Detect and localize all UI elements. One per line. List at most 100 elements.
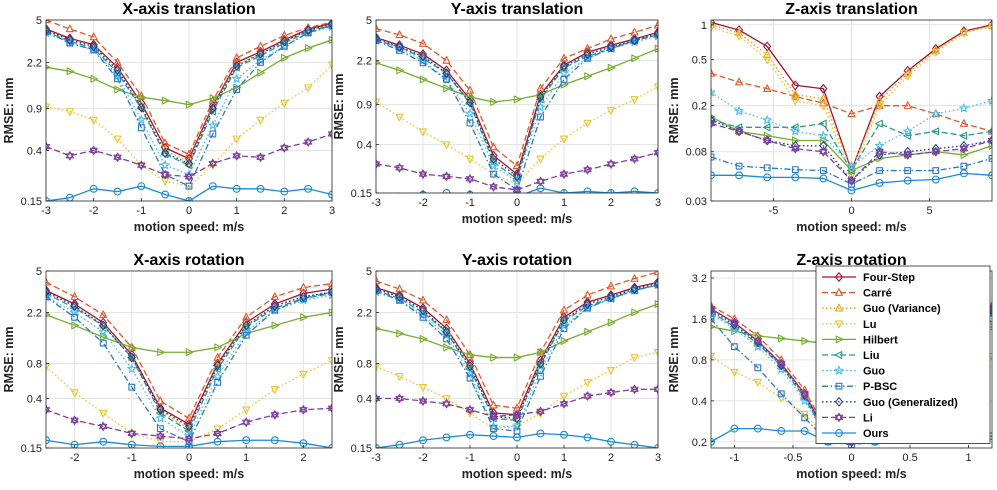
data-point bbox=[280, 187, 289, 196]
series-ours bbox=[711, 169, 992, 195]
data-point bbox=[653, 147, 658, 158]
data-point bbox=[442, 56, 451, 64]
y-tick-label: 0.15 bbox=[351, 188, 372, 200]
data-point bbox=[711, 308, 716, 318]
series-li bbox=[376, 147, 658, 193]
data-point bbox=[904, 167, 912, 174]
data-point bbox=[99, 310, 108, 319]
x-tick-label: 2 bbox=[281, 205, 287, 217]
data-point bbox=[607, 281, 615, 290]
y-tick-label: 1 bbox=[701, 20, 707, 32]
data-point bbox=[376, 282, 380, 293]
data-point bbox=[46, 64, 51, 70]
data-point bbox=[327, 403, 332, 413]
panel-title: X-axis rotation bbox=[133, 252, 244, 269]
data-point bbox=[630, 154, 639, 164]
data-point bbox=[630, 274, 639, 282]
legend-marker bbox=[835, 429, 843, 437]
data-point bbox=[711, 171, 715, 180]
data-point bbox=[791, 97, 800, 106]
data-point bbox=[490, 425, 497, 433]
data-point bbox=[328, 308, 332, 317]
data-point bbox=[711, 115, 715, 125]
y-tick-label: 0.9 bbox=[357, 100, 372, 112]
data-point bbox=[791, 166, 799, 174]
data-point bbox=[959, 27, 968, 36]
data-point bbox=[819, 94, 828, 102]
data-point bbox=[763, 164, 771, 172]
data-point bbox=[127, 440, 136, 448]
data-point bbox=[630, 354, 639, 363]
data-point bbox=[70, 415, 79, 425]
data-point bbox=[559, 68, 569, 78]
data-point bbox=[513, 433, 521, 442]
data-point bbox=[376, 60, 381, 66]
data-point bbox=[419, 75, 428, 84]
data-point bbox=[847, 109, 856, 118]
data-point bbox=[711, 68, 715, 77]
legend-item: Guo bbox=[822, 366, 885, 378]
data-point bbox=[753, 336, 762, 346]
x-tick-label: -2 bbox=[418, 197, 428, 209]
data-point bbox=[89, 184, 98, 193]
data-point bbox=[376, 24, 380, 32]
data-point bbox=[209, 130, 217, 138]
legend-marker bbox=[835, 288, 843, 296]
data-point bbox=[735, 25, 744, 35]
data-point bbox=[987, 128, 992, 134]
legend-marker bbox=[834, 351, 843, 359]
data-point bbox=[327, 129, 332, 139]
data-point bbox=[819, 174, 828, 183]
data-point bbox=[281, 53, 289, 62]
data-point bbox=[513, 161, 521, 170]
data-point bbox=[442, 326, 451, 337]
data-point bbox=[395, 163, 404, 173]
data-point bbox=[156, 396, 165, 405]
data-point bbox=[818, 130, 828, 140]
x-tick-label: -0.5 bbox=[783, 452, 802, 464]
data-point bbox=[299, 295, 307, 302]
data-point bbox=[791, 80, 800, 91]
data-point bbox=[931, 143, 940, 154]
series-line bbox=[46, 407, 332, 440]
data-point bbox=[99, 320, 108, 331]
data-point bbox=[90, 74, 99, 83]
data-point bbox=[65, 35, 74, 45]
data-point bbox=[299, 370, 308, 379]
data-point bbox=[185, 158, 193, 169]
data-point bbox=[161, 148, 170, 158]
data-point bbox=[903, 66, 912, 76]
data-point bbox=[848, 180, 855, 188]
data-point bbox=[185, 421, 193, 432]
data-point bbox=[711, 301, 715, 309]
data-point bbox=[931, 175, 940, 184]
series-line bbox=[46, 39, 332, 106]
data-point bbox=[537, 348, 545, 357]
data-point bbox=[376, 98, 380, 107]
data-point bbox=[607, 63, 616, 72]
data-point bbox=[209, 94, 218, 103]
data-point bbox=[71, 321, 80, 330]
data-point bbox=[213, 360, 222, 371]
data-point bbox=[270, 386, 279, 394]
x-tick-label: -3 bbox=[371, 452, 381, 464]
data-point bbox=[988, 135, 992, 146]
data-point bbox=[583, 379, 592, 387]
data-point bbox=[396, 296, 403, 304]
series-p-bsc bbox=[711, 153, 992, 188]
legend-item: Liu bbox=[822, 350, 880, 362]
data-point bbox=[304, 29, 312, 37]
data-point bbox=[395, 440, 404, 448]
data-point bbox=[328, 287, 332, 296]
data-point bbox=[395, 373, 404, 381]
data-point bbox=[465, 108, 475, 118]
data-point bbox=[711, 437, 715, 446]
series-line bbox=[376, 284, 658, 432]
data-point bbox=[536, 155, 545, 164]
x-tick-label: -3 bbox=[41, 205, 51, 217]
data-point bbox=[213, 428, 222, 439]
series-line bbox=[376, 48, 658, 103]
y-tick-label: 0.2 bbox=[692, 101, 707, 113]
data-point bbox=[734, 106, 744, 115]
